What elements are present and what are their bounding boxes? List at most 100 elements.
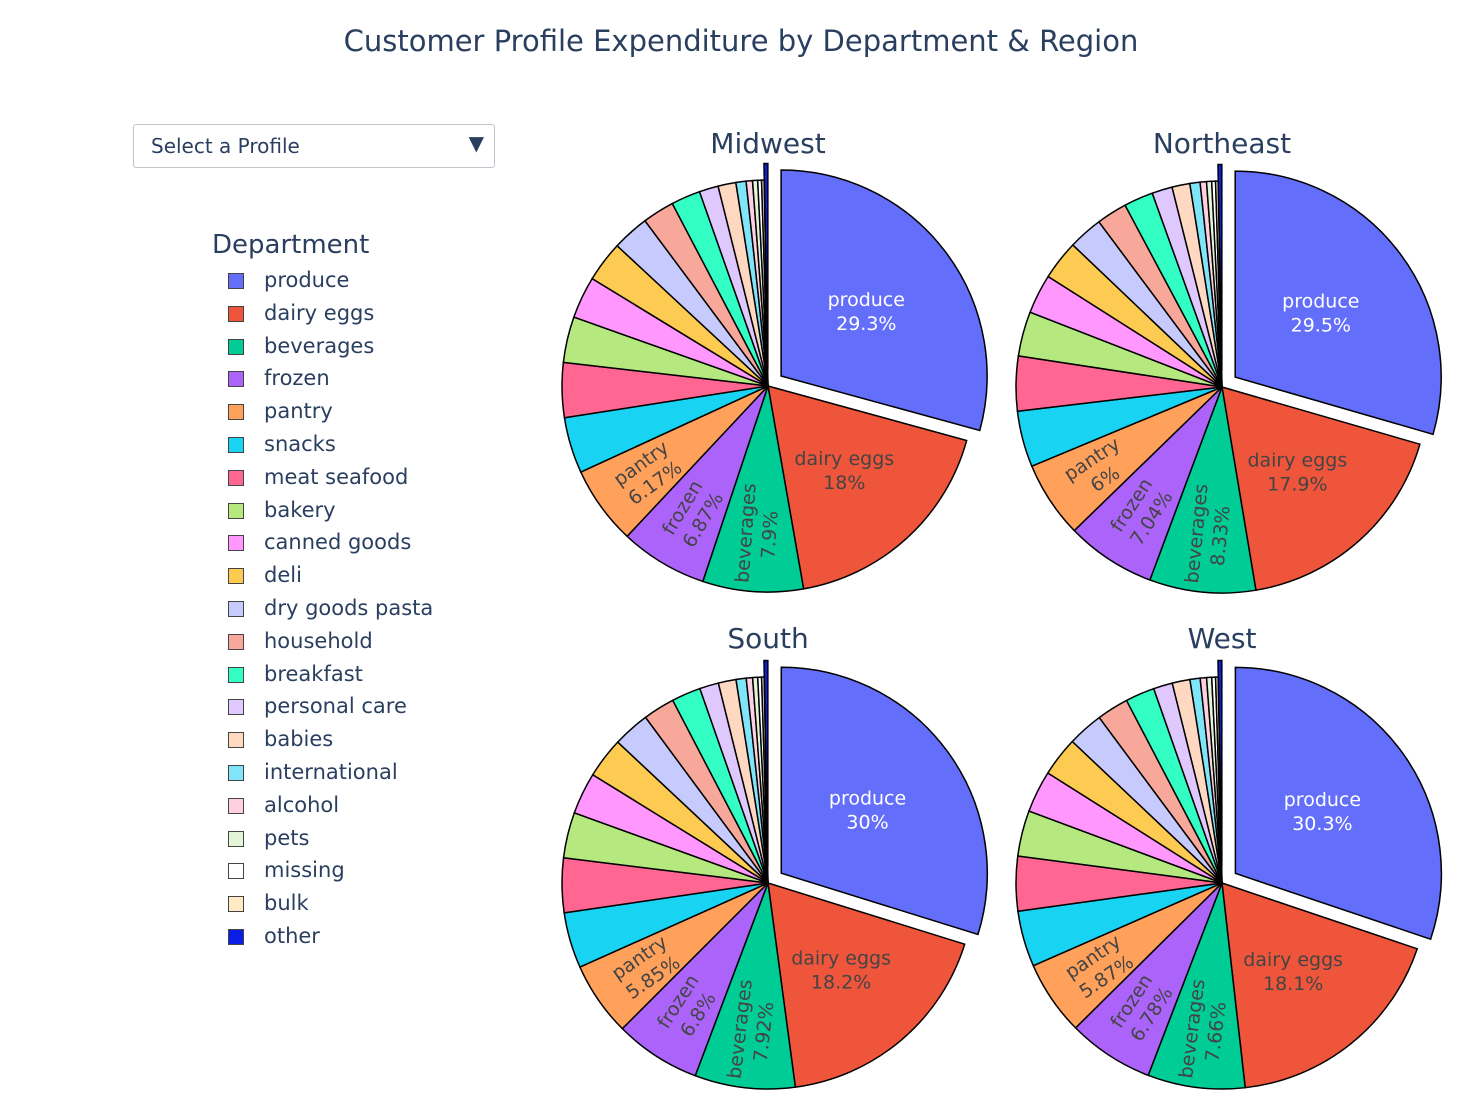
legend-label: alcohol (264, 792, 340, 817)
legend-item-produce[interactable]: produce (212, 264, 433, 297)
pie-slice-beverages (701, 385, 805, 593)
legend-label: other (264, 923, 320, 948)
pie-slice-beverages (1148, 384, 1257, 594)
legend: Department produce dairy eggs beverages fro… (212, 230, 433, 953)
pie-slice-produce (1234, 666, 1443, 941)
pie-slice-other (763, 162, 769, 370)
legend-item-babies[interactable]: babies (212, 723, 433, 756)
slice-label-dairy-eggs: dairy eggs 18.2% (791, 948, 891, 994)
legend-item-dairy-eggs[interactable]: dairy eggs (212, 297, 433, 330)
legend-swatch (228, 928, 244, 945)
pie-slice-beverages (1147, 882, 1247, 1090)
legend-label: pets (264, 825, 310, 850)
pie-slice-dairy-eggs (767, 384, 968, 590)
pie-title: South (727, 622, 808, 655)
legend-item-pets[interactable]: pets (212, 822, 433, 855)
legend-label: bakery (264, 497, 336, 522)
pie-slice-other (763, 659, 769, 867)
legend-label: international (264, 759, 398, 784)
legend-label: missing (264, 858, 345, 883)
pie-slice-other (1217, 659, 1223, 867)
legend-swatch (228, 436, 244, 453)
legend-swatch (228, 699, 244, 716)
slice-label-produce: produce 30% (829, 788, 906, 834)
legend-item-international[interactable]: international (212, 756, 433, 789)
legend-label: deli (264, 563, 302, 588)
legend-swatch (228, 666, 244, 683)
legend-swatch (228, 404, 244, 421)
legend-swatch (228, 830, 244, 847)
legend-swatch (228, 273, 244, 289)
legend-item-alcohol[interactable]: alcohol (212, 789, 433, 822)
caret-down-icon: ▼ (468, 131, 484, 155)
legend-item-bakery[interactable]: bakery (212, 494, 433, 527)
legend-swatch (228, 305, 244, 322)
legend-label: breakfast (264, 661, 363, 686)
legend-item-breakfast[interactable]: breakfast (212, 658, 433, 691)
pie-slice-dairy-eggs (767, 881, 966, 1089)
legend-label: frozen (264, 366, 330, 391)
legend-item-dry-goods-pasta[interactable]: dry goods pasta (212, 592, 433, 625)
profile-dropdown[interactable]: Select a Profile ▼ (133, 124, 495, 168)
slice-label-dairy-eggs: dairy eggs 18% (794, 448, 894, 494)
pie-slice-other (1217, 163, 1223, 371)
legend-swatch (228, 863, 244, 880)
legend-item-frozen[interactable]: frozen (212, 362, 433, 395)
legend-item-deli[interactable]: deli (212, 559, 433, 592)
legend-swatch (228, 600, 244, 617)
legend-item-other[interactable]: other (212, 920, 433, 953)
legend-label: bulk (264, 891, 309, 916)
legend-swatch (228, 633, 244, 650)
legend-label: pantry (264, 399, 333, 424)
legend-swatch (228, 764, 244, 781)
slice-label-dairy-eggs: dairy eggs 17.9% (1247, 450, 1347, 496)
legend-label: canned goods (264, 530, 412, 555)
pie-slice-beverages (694, 882, 797, 1090)
legend-swatch (228, 502, 244, 519)
pie-slice-dairy-eggs (1221, 881, 1419, 1089)
legend-swatch (228, 371, 244, 388)
pie-title: West (1188, 622, 1257, 655)
pie-slice-produce (1234, 170, 1442, 436)
legend-label: babies (264, 727, 334, 752)
pie-title: Northeast (1153, 127, 1291, 160)
legend-label: meat seafood (264, 464, 409, 489)
legend-item-personal-care[interactable]: personal care (212, 690, 433, 723)
slice-label-produce: produce 30.3% (1284, 789, 1361, 835)
legend-item-beverages[interactable]: beverages (212, 330, 433, 363)
legend-item-pantry[interactable]: pantry (212, 395, 433, 428)
legend-item-missing[interactable]: missing (212, 854, 433, 887)
slice-label-produce: produce 29.3% (828, 289, 905, 335)
pie-slice-dairy-eggs (1221, 385, 1421, 592)
legend-label: snacks (264, 431, 336, 456)
legend-swatch (228, 896, 244, 913)
chart-title: Customer Profile Expenditure by Departme… (343, 24, 1139, 58)
pie-south: South produce 30% dairy eggs 18.2%beverages7… (561, 622, 988, 1090)
legend-swatch (228, 535, 244, 552)
legend-item-meat-seafood[interactable]: meat seafood (212, 461, 433, 494)
legend-swatch (228, 338, 244, 355)
legend-label: dairy eggs (264, 300, 375, 325)
legend-label: beverages (264, 333, 375, 358)
legend-label: household (264, 628, 373, 653)
profile-dropdown-label: Select a Profile (151, 134, 300, 158)
legend-item-bulk[interactable]: bulk (212, 887, 433, 920)
slice-label-beverages: beverages7.92% (724, 978, 781, 1082)
legend-swatch (228, 797, 244, 814)
legend-swatch (228, 568, 244, 585)
legend-item-snacks[interactable]: snacks (212, 428, 433, 461)
legend-item-household[interactable]: household (212, 625, 433, 658)
pie-slice-produce (780, 169, 988, 432)
pie-slice-produce (780, 666, 988, 936)
legend-label: personal care (264, 694, 407, 719)
legend-title: Department (212, 230, 370, 260)
legend-label: produce (264, 268, 350, 292)
slice-label-dairy-eggs: dairy eggs 18.1% (1243, 949, 1343, 995)
legend-swatch (228, 732, 244, 749)
slice-label-produce: produce 29.5% (1282, 291, 1359, 337)
legend-item-canned-goods[interactable]: canned goods (212, 526, 433, 559)
